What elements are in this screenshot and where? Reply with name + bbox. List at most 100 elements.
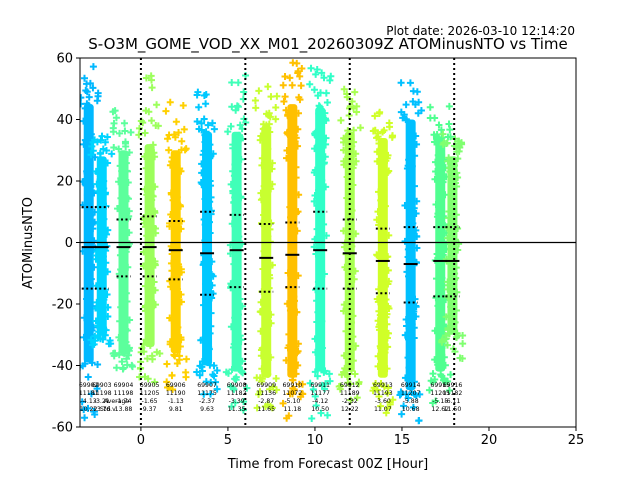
point-69909	[266, 225, 274, 233]
point-69908	[232, 106, 240, 114]
point-69913	[370, 384, 378, 392]
annotation-69913-3: 11.07	[374, 406, 392, 413]
point-69908	[231, 399, 239, 407]
point-69916	[448, 188, 456, 196]
point-69908	[236, 121, 244, 129]
series-69913	[369, 108, 397, 417]
point-69913	[376, 311, 384, 319]
point-69915	[439, 376, 447, 384]
point-69907	[198, 160, 206, 168]
point-69905	[142, 336, 150, 344]
annotation-69905-3: 9.37	[143, 406, 157, 413]
point-69916	[454, 155, 462, 163]
point-69906	[165, 131, 173, 139]
point-69903	[93, 247, 101, 255]
point-69903	[103, 290, 111, 298]
point-69911	[316, 252, 324, 260]
point-69911	[312, 250, 320, 258]
series-69916	[438, 130, 467, 362]
point-69916	[452, 264, 460, 272]
point-69912	[340, 85, 348, 93]
point-69913	[385, 304, 393, 312]
point-69911	[321, 115, 329, 123]
point-69915	[445, 102, 453, 110]
point-69903	[97, 210, 105, 218]
x-tick-label-15: 15	[394, 433, 411, 448]
point-69910	[290, 297, 298, 305]
series-69910	[279, 59, 307, 422]
point-69902	[90, 263, 98, 271]
point-69905	[146, 287, 154, 295]
point-69910	[289, 221, 297, 229]
point-69905	[142, 307, 150, 315]
point-69906	[171, 295, 179, 303]
point-69913	[374, 208, 382, 216]
point-69903	[99, 335, 107, 343]
point-69909	[264, 145, 272, 153]
point-69907	[205, 344, 213, 352]
point-69914	[411, 295, 419, 303]
annotation-69912-1: 11189	[340, 390, 360, 397]
point-69911	[310, 197, 318, 205]
point-69906	[169, 196, 177, 204]
point-69904	[123, 326, 131, 334]
point-69909	[258, 161, 266, 169]
point-69913	[386, 123, 394, 131]
point-69910	[291, 131, 299, 139]
point-69906	[177, 265, 185, 273]
point-69905	[151, 286, 159, 294]
point-69915	[431, 138, 439, 146]
point-69911	[318, 344, 326, 352]
point-69903	[103, 230, 111, 238]
point-69911	[317, 409, 325, 417]
point-69912	[349, 312, 357, 320]
point-69911	[322, 232, 330, 240]
point-69908	[229, 141, 237, 149]
point-69912	[347, 396, 355, 404]
point-69915	[435, 243, 443, 251]
point-69904	[115, 270, 123, 278]
point-69911	[310, 243, 318, 251]
point-69905	[149, 192, 157, 200]
annotation-69913-0: 69913	[373, 382, 393, 389]
point-69912	[343, 93, 351, 101]
point-69909	[273, 92, 281, 100]
point-69904	[115, 351, 123, 359]
point-69904	[109, 350, 117, 358]
point-69904	[127, 128, 135, 136]
point-69907	[210, 362, 218, 370]
point-69911	[327, 72, 335, 80]
point-69914	[400, 111, 408, 119]
stats-layer	[80, 58, 576, 427]
point-69910	[292, 370, 300, 378]
point-69909	[272, 115, 280, 123]
point-69913	[384, 253, 392, 261]
point-69908	[239, 406, 247, 414]
annotation-69912-0: 69912	[340, 382, 360, 389]
point-69914	[403, 268, 411, 276]
point-69912	[340, 352, 348, 360]
point-69916	[459, 332, 467, 340]
point-69904	[112, 114, 120, 122]
point-69910	[293, 308, 301, 316]
point-69905	[151, 183, 159, 191]
point-69906	[177, 225, 185, 233]
point-69904	[122, 248, 130, 256]
point-69916	[453, 183, 461, 191]
point-69903	[108, 150, 116, 158]
point-69908	[232, 297, 240, 305]
point-69915	[439, 178, 447, 186]
annotation-69916-2: -6.11	[444, 398, 460, 405]
point-69910	[283, 414, 291, 422]
point-69902	[80, 398, 86, 406]
point-69913	[373, 148, 381, 156]
point-69916	[456, 144, 464, 152]
point-69913	[371, 112, 379, 120]
point-69908	[238, 302, 246, 310]
point-69914	[410, 378, 418, 386]
point-69914	[410, 334, 418, 342]
point-69909	[265, 160, 273, 168]
point-69910	[290, 230, 298, 238]
point-69909	[265, 284, 273, 292]
